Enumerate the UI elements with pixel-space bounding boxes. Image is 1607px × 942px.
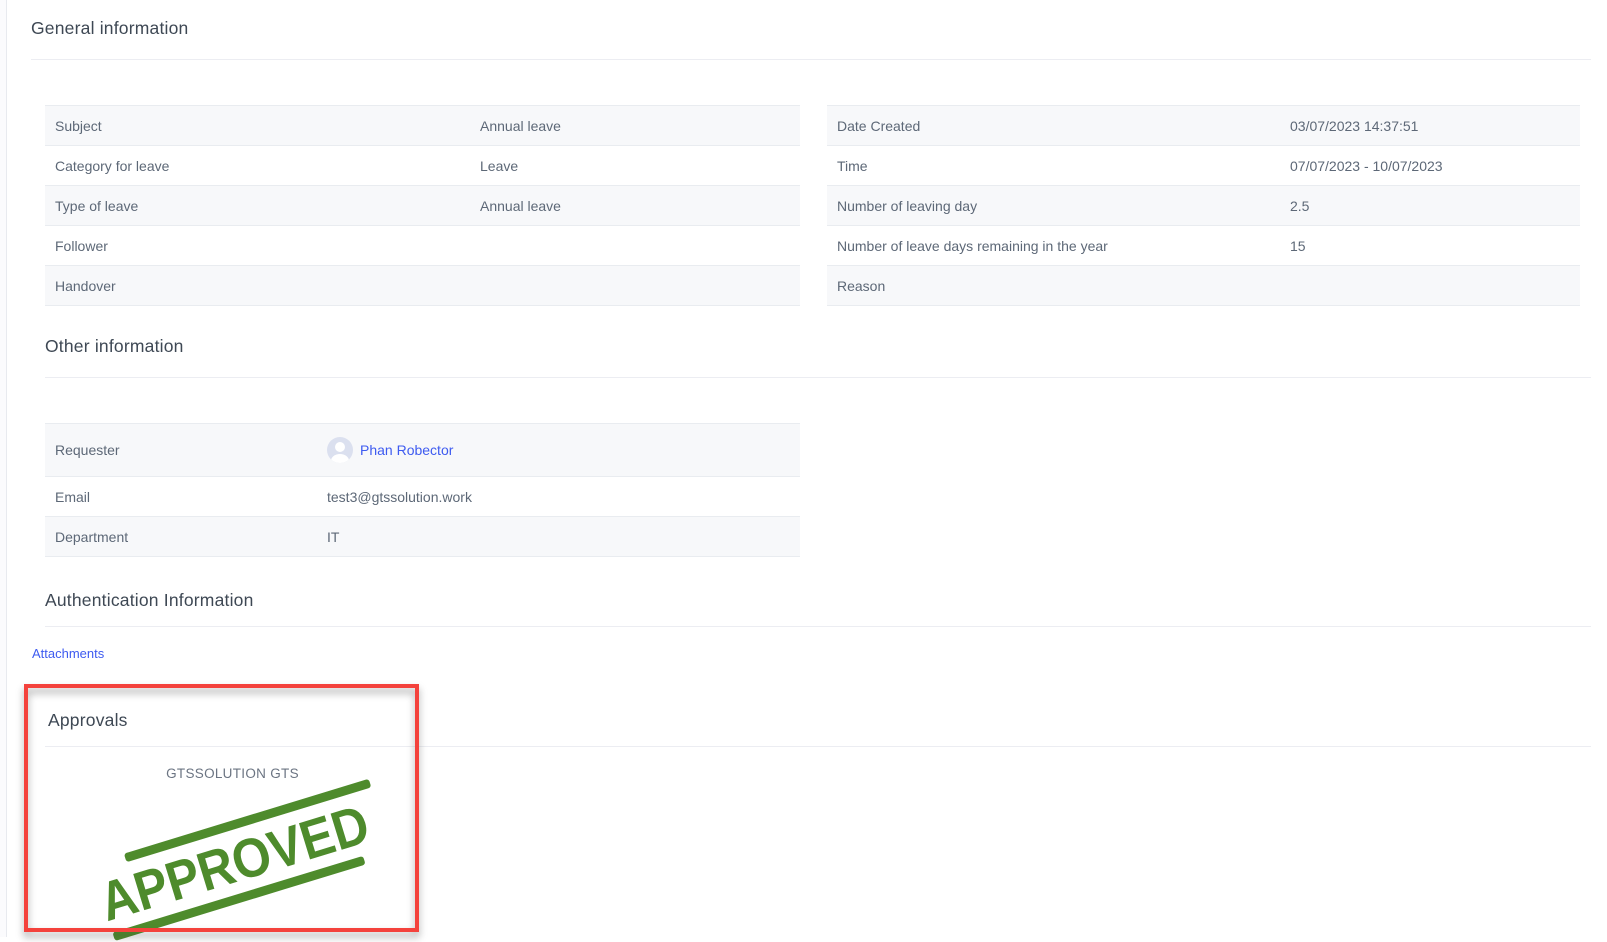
authentication-information-title: Authentication Information (45, 590, 254, 610)
row-value: Leave (480, 157, 519, 174)
table-row: Follower (45, 226, 800, 266)
row-label: Reason (837, 277, 886, 294)
table-row: Date Created 03/07/2023 14:37:51 (827, 106, 1580, 146)
general-info-right-table: Date Created 03/07/2023 14:37:51 Time 07… (827, 105, 1580, 306)
row-value: 07/07/2023 - 10/07/2023 (1290, 157, 1443, 174)
table-row: Time 07/07/2023 - 10/07/2023 (827, 146, 1580, 186)
table-row: Department IT (45, 517, 800, 557)
requester-link[interactable]: Phan Robector (360, 442, 454, 458)
user-avatar-icon (327, 437, 353, 463)
row-value: 2.5 (1290, 197, 1310, 214)
table-row: Subject Annual leave (45, 106, 800, 146)
divider (45, 626, 1591, 627)
row-value: 03/07/2023 14:37:51 (1290, 117, 1419, 134)
divider (45, 377, 1591, 378)
divider (45, 746, 1591, 747)
row-value: Annual leave (480, 197, 561, 214)
left-rail (0, 0, 6, 937)
row-label: Requester (55, 442, 120, 458)
row-label: Follower (55, 237, 108, 254)
row-value: 15 (1290, 237, 1306, 254)
table-row: Reason (827, 266, 1580, 306)
table-row: Category for leave Leave (45, 146, 800, 186)
general-information-title: General information (31, 18, 189, 38)
table-row: Number of leaving day 2.5 (827, 186, 1580, 226)
general-info-left-table: Subject Annual leave Category for leave … (45, 105, 800, 306)
row-value: test3@gtssolution.work (327, 488, 472, 505)
requester-cell: Phan Robector (327, 437, 800, 463)
row-label: Handover (55, 277, 116, 294)
attachments-link[interactable]: Attachments (32, 646, 105, 661)
table-row: Type of leave Annual leave (45, 186, 800, 226)
other-information-title: Other information (45, 336, 184, 356)
approved-stamp: APPROVED (89, 778, 390, 942)
approver-name: GTSSOLUTION GTS (166, 766, 299, 781)
table-row: Handover (45, 266, 800, 306)
row-label: Time (837, 157, 868, 174)
row-label: Department (55, 528, 129, 545)
row-label: Number of leave days remaining in the ye… (837, 237, 1108, 254)
table-row: Requester Phan Robector (45, 424, 800, 477)
row-label: Category for leave (55, 157, 170, 174)
approvals-title: Approvals (48, 710, 128, 730)
table-row: Number of leave days remaining in the ye… (827, 226, 1580, 266)
row-value: Annual leave (480, 117, 561, 134)
row-label: Subject (55, 117, 102, 134)
other-info-table: Requester Phan Robector Email test3@gtss… (45, 423, 800, 557)
row-label: Type of leave (55, 197, 139, 214)
row-label: Number of leaving day (837, 197, 978, 214)
row-value: IT (327, 528, 340, 545)
divider (31, 59, 1591, 60)
row-label: Date Created (837, 117, 921, 134)
table-row: Email test3@gtssolution.work (45, 477, 800, 517)
left-panel-divider (6, 0, 7, 937)
row-label: Email (55, 488, 91, 505)
